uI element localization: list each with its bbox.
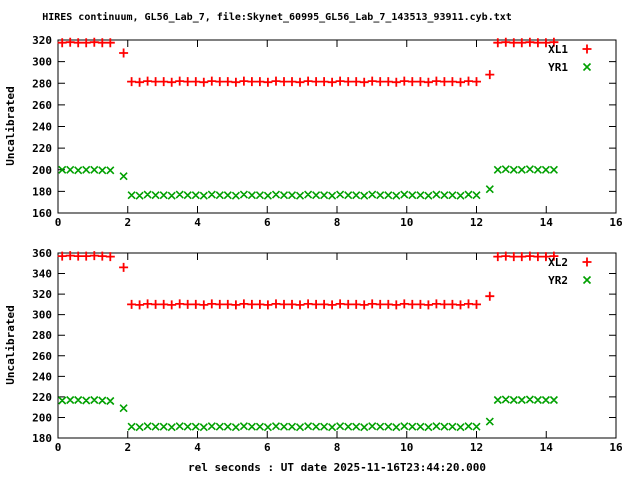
y-tick-label: 300 <box>32 56 52 69</box>
y-tick-label: 340 <box>32 268 52 281</box>
y-tick-label: 320 <box>32 34 52 47</box>
y-tick-label: 200 <box>32 164 52 177</box>
x-tick-label: 2 <box>124 441 131 454</box>
plot-border <box>57 252 617 439</box>
series-points-XL1 <box>57 37 559 87</box>
y-tick-label: 180 <box>32 185 52 198</box>
y-axis-label-bottom: Uncalibrated <box>4 305 17 384</box>
x-tick-label: 8 <box>334 216 341 229</box>
legend-marker-YR2 <box>582 275 592 285</box>
x-tick-label: 0 <box>55 441 62 454</box>
x-axis-label: rel seconds : UT date 2025-11-16T23:44:2… <box>188 461 486 474</box>
plot-border <box>57 39 617 214</box>
x-tick-label: 6 <box>264 441 271 454</box>
legend-marker-XL1 <box>582 44 592 54</box>
x-tick-label: 16 <box>609 441 623 454</box>
y-tick-label: 300 <box>32 309 52 322</box>
x-tick-label: 0 <box>55 216 62 229</box>
y-tick-label: 280 <box>32 329 52 342</box>
y-tick-label: 160 <box>32 207 52 220</box>
y-tick-label: 280 <box>32 77 52 90</box>
x-tick-label: 2 <box>124 216 131 229</box>
x-tick-label: 4 <box>194 216 201 229</box>
series-points-YR2 <box>58 395 558 432</box>
y-tick-label: 180 <box>32 432 52 445</box>
chart-title: HIRES continuum, GL56_Lab_7, file:Skynet… <box>42 11 512 23</box>
legend-marker-YR1 <box>582 62 592 72</box>
x-tick-label: 12 <box>470 216 483 229</box>
x-tick-label: 4 <box>194 441 201 454</box>
panel-bottom: 0 2 4 6 8 10 12 14 16 180 200 220 240 260 280 300 320 340… <box>32 247 623 454</box>
legend-marker-XL2 <box>582 257 592 267</box>
panel-top: 0 2 4 6 8 10 12 14 16 160 180 200 220 240 260 280 300 320… <box>32 34 623 229</box>
y-tick-label: 220 <box>32 391 52 404</box>
x-tick-label: 14 <box>540 441 554 454</box>
y-tick-label: 360 <box>32 247 52 260</box>
legend-label-YR1: YR1 <box>548 61 568 74</box>
x-tick-label: 10 <box>400 441 413 454</box>
y-tick-label: 320 <box>32 288 52 301</box>
y-tick-label: 260 <box>32 99 52 112</box>
y-tick-label: 220 <box>32 142 52 155</box>
y-axis-label-top: Uncalibrated <box>4 86 17 165</box>
legend-label-XL1: XL1 <box>548 43 568 56</box>
x-tick-label: 12 <box>470 441 483 454</box>
x-tick-label: 16 <box>609 216 623 229</box>
series-points-XL2 <box>57 251 559 310</box>
y-tick-label: 260 <box>32 350 52 363</box>
legend-label-XL2: XL2 <box>548 256 568 269</box>
x-tick-label: 10 <box>400 216 413 229</box>
y-tick-label: 200 <box>32 411 52 424</box>
y-tick-label: 240 <box>32 370 52 383</box>
legend-label-YR2: YR2 <box>548 274 568 287</box>
y-tick-label: 240 <box>32 121 52 134</box>
x-tick-label: 6 <box>264 216 271 229</box>
x-tick-label: 14 <box>540 216 554 229</box>
x-tick-label: 8 <box>334 441 341 454</box>
series-points-YR1 <box>58 165 558 200</box>
